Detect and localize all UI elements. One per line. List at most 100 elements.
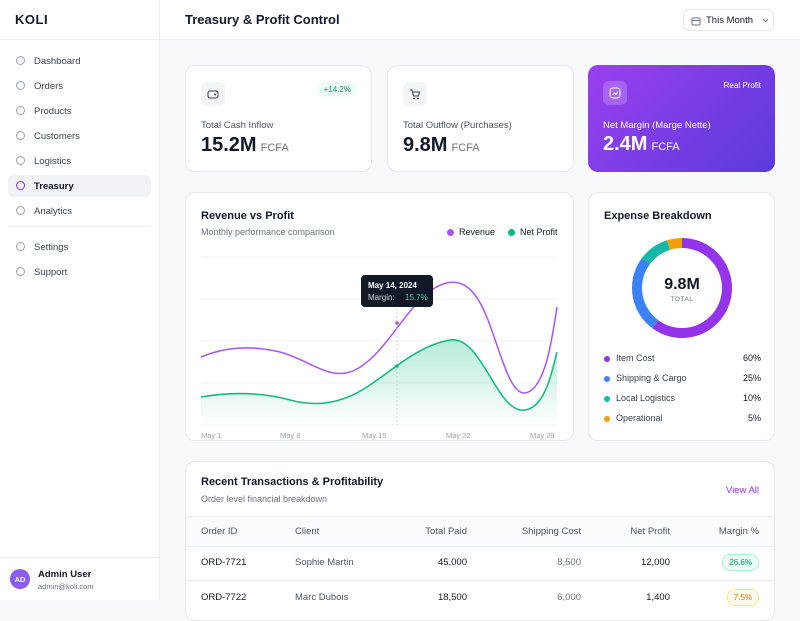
donut-ring	[632, 238, 732, 338]
icon-shape	[16, 206, 25, 215]
x-labels: May 1 May 8 May 15 May 22 May 29	[201, 431, 555, 440]
wallet-icon	[201, 82, 225, 106]
brand: KOLI	[15, 12, 49, 27]
nav-item[interactable]: Products	[8, 100, 151, 122]
profit-area	[201, 339, 557, 425]
nav-label: Treasury	[34, 180, 74, 192]
legend-value: 60%	[742, 353, 761, 363]
icon-shape	[16, 106, 25, 115]
nav-item[interactable]: Settings	[8, 236, 151, 258]
nav-label: Analytics	[34, 205, 73, 217]
icon-shape	[16, 56, 25, 65]
legend-value: 25%	[742, 373, 761, 383]
table-cell: Marc Dubois	[295, 592, 349, 603]
icon-shape	[16, 131, 25, 140]
legend-row: Local Logistics 10%	[604, 393, 761, 405]
icon-shape	[16, 81, 25, 90]
legend-value: 10%	[742, 393, 761, 403]
user-email: admin@koli.com	[38, 582, 94, 591]
nav-item[interactable]: Logistics	[8, 150, 151, 172]
divider	[0, 39, 159, 40]
legend-dot	[508, 228, 516, 236]
nav-item[interactable]: Customers	[8, 125, 151, 147]
nav-label: Products	[34, 105, 72, 117]
sidebar: KOLI Dashboard Orders Products Customers Log…	[0, 0, 160, 600]
x-label: May 22	[446, 431, 471, 440]
nav-label: Logistics	[34, 155, 71, 167]
divider	[8, 226, 151, 227]
kpi-number: 2.4M	[603, 133, 648, 155]
nav-icon	[16, 156, 25, 165]
column-header: Order ID	[201, 526, 238, 537]
nav-item[interactable]: Analytics	[8, 200, 151, 222]
column-header: Total Paid	[425, 526, 467, 537]
legend-row: Item Cost 60%	[604, 353, 761, 365]
legend-dot	[604, 396, 610, 402]
profit-line	[200, 339, 558, 411]
chart-icon	[603, 81, 627, 105]
tooltip-label: Margin:	[368, 293, 395, 302]
nav-icon	[16, 242, 25, 251]
divider	[186, 516, 774, 517]
period-label: This Month	[706, 14, 753, 26]
nav-label: Support	[34, 266, 68, 278]
icon-shape	[16, 242, 25, 251]
nav-icon	[16, 206, 25, 215]
x-label: May 1	[201, 431, 221, 440]
card-title: Expense Breakdown	[604, 210, 712, 222]
nav-item[interactable]: Dashboard	[8, 50, 151, 72]
header: Treasury & Profit Control This Month	[160, 0, 800, 40]
legend-label: Operational	[616, 413, 663, 423]
margin-badge: 26.6%	[722, 554, 759, 571]
nav-item[interactable]: Support	[8, 261, 151, 283]
kpi-card: Total Outflow (Purchases) 9.8M FCFA	[387, 65, 574, 172]
nav-icon	[16, 267, 25, 276]
x-label: May 15	[362, 431, 387, 440]
x-label: May 29	[530, 431, 555, 440]
avatar: AD	[10, 569, 30, 589]
kpi-label: Total Outflow (Purchases)	[403, 120, 512, 131]
donut-total: 9.8M	[664, 276, 700, 293]
nav-icon	[16, 106, 25, 115]
table-cell: 6,000	[557, 592, 581, 603]
nav-icon	[16, 181, 25, 190]
tooltip-value: 15.7%	[405, 293, 428, 302]
legend-label: Item Cost	[616, 353, 655, 363]
nav-label: Settings	[34, 241, 69, 253]
legend: Revenue Net Profit	[447, 227, 558, 237]
kpi-unit: FCFA	[651, 141, 680, 153]
divider	[186, 546, 774, 547]
kpi-number: 15.2M	[201, 134, 257, 156]
expense-card: Expense Breakdown 9.8M TOTAL Item Cost 60…	[588, 192, 775, 441]
divider	[186, 580, 774, 581]
column-header: Net Profit	[630, 526, 670, 537]
table-cell: 12,000	[640, 557, 670, 568]
kpi-unit: FCFA	[260, 142, 289, 154]
donut-segment	[632, 238, 732, 338]
legend-row: Shipping & Cargo 25%	[604, 373, 761, 385]
kpi-value: 15.2M FCFA	[201, 134, 289, 157]
legend-dot	[604, 416, 610, 422]
legend-value: 5%	[747, 413, 761, 423]
divider	[0, 557, 159, 558]
card-subtitle: Order level financial breakdown	[201, 494, 328, 504]
column-header: Margin %	[718, 526, 759, 537]
page-title: Treasury & Profit Control	[185, 12, 340, 27]
chevron	[762, 18, 769, 23]
kpi-value: 2.4M FCFA	[603, 133, 680, 156]
legend-label: Shipping & Cargo	[616, 373, 687, 383]
tooltip-date: May 14, 2024	[368, 281, 417, 290]
period-select[interactable]: This Month	[683, 9, 774, 31]
hover-dot	[395, 364, 399, 368]
nav-icon	[16, 56, 25, 65]
revenue-plot: May 14, 2024 Margin: 15.7% May 1 May 8 May…	[200, 256, 558, 440]
card-title: Revenue vs Profit	[201, 210, 294, 222]
view-all-link[interactable]: View All	[725, 485, 759, 496]
card-title: Recent Transactions & Profitability	[201, 476, 384, 488]
column-header: Client	[295, 526, 320, 537]
nav-item[interactable]: Treasury	[8, 175, 151, 197]
table-cell: 18,500	[437, 592, 467, 603]
nav-item[interactable]: Orders	[8, 75, 151, 97]
kpi-tag: Real Profit	[723, 81, 761, 90]
legend-dot	[604, 376, 610, 382]
